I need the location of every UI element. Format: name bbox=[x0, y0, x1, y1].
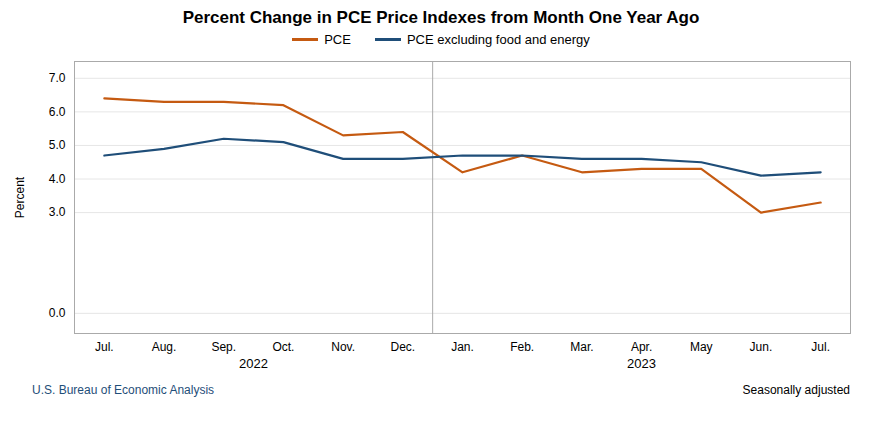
svg-text:6.0: 6.0 bbox=[49, 105, 66, 119]
html-text:PCE: PCE bbox=[324, 32, 351, 47]
svg-text:Percent: Percent bbox=[13, 176, 27, 218]
html-text:Percent Change in PCE Price In: Percent Change in PCE Price Indexes from… bbox=[182, 8, 700, 27]
svg-text:Aug.: Aug. bbox=[152, 340, 177, 354]
svg-text:3.0: 3.0 bbox=[49, 205, 66, 219]
svg-text:5.0: 5.0 bbox=[49, 138, 66, 152]
svg-text:2022: 2022 bbox=[239, 356, 268, 371]
svg-text:Oct.: Oct. bbox=[272, 340, 294, 354]
svg-text:Apr.: Apr. bbox=[631, 340, 652, 354]
svg-text:Mar.: Mar. bbox=[570, 340, 593, 354]
svg-text:7.0: 7.0 bbox=[49, 71, 66, 85]
html-text:PCE excluding food and energy: PCE excluding food and energy bbox=[406, 32, 590, 47]
svg-text:4.0: 4.0 bbox=[49, 172, 66, 186]
svg-text:0.0: 0.0 bbox=[49, 306, 66, 320]
html-text:Seasonally adjusted: Seasonally adjusted bbox=[742, 383, 850, 397]
svg-text:Jan.: Jan. bbox=[451, 340, 474, 354]
html-text:U.S. Bureau of Economic Analys: U.S. Bureau of Economic Analysis bbox=[32, 383, 215, 397]
svg-text:Sep.: Sep. bbox=[211, 340, 236, 354]
svg-text:Jul.: Jul. bbox=[811, 340, 830, 354]
svg-text:2023: 2023 bbox=[627, 356, 656, 371]
svg-text:Jul.: Jul. bbox=[95, 340, 114, 354]
svg-text:Jun.: Jun. bbox=[750, 340, 773, 354]
svg-text:May: May bbox=[690, 340, 713, 354]
svg-text:Nov.: Nov. bbox=[331, 340, 355, 354]
svg-text:Feb.: Feb. bbox=[510, 340, 534, 354]
svg-text:Dec.: Dec. bbox=[390, 340, 415, 354]
